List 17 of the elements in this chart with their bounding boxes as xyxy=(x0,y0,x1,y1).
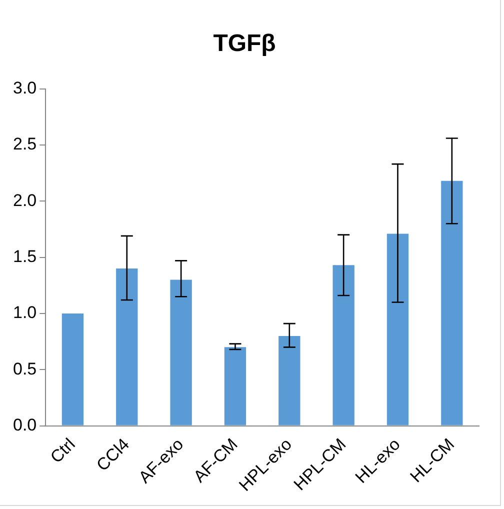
y-tick-label: 3.0 xyxy=(12,78,37,98)
y-tick-label: 2.5 xyxy=(12,134,37,154)
bar xyxy=(170,280,192,426)
bar xyxy=(441,180,463,426)
bar xyxy=(62,313,84,426)
bar xyxy=(224,347,246,426)
bar xyxy=(116,268,138,426)
x-tick-label: Ctrl xyxy=(46,434,79,467)
y-tick-label: 1.5 xyxy=(12,246,37,266)
bar xyxy=(332,265,354,426)
y-tick-label: 0.0 xyxy=(12,415,37,434)
y-tick-label: 2.0 xyxy=(12,190,37,210)
y-tick-label: 1.0 xyxy=(12,303,37,322)
bar xyxy=(278,336,300,426)
y-tick-label: 0.5 xyxy=(12,359,37,378)
chart-title: TGFβ xyxy=(213,30,276,58)
bar xyxy=(386,234,409,426)
